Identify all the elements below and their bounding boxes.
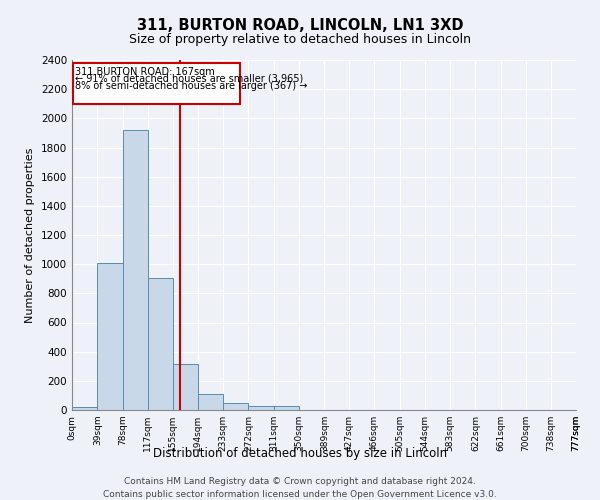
Bar: [274, 406, 299, 410]
Bar: [223, 402, 248, 410]
Bar: [97, 262, 122, 410]
Text: Size of property relative to detached houses in Lincoln: Size of property relative to detached ho…: [129, 32, 471, 46]
Bar: [72, 408, 97, 410]
Text: Contains public sector information licensed under the Open Government Licence v3: Contains public sector information licen…: [103, 490, 497, 499]
Bar: [122, 130, 148, 410]
Bar: [248, 406, 274, 410]
Text: 8% of semi-detached houses are larger (367) →: 8% of semi-detached houses are larger (3…: [75, 81, 308, 91]
Text: 311, BURTON ROAD, LINCOLN, LN1 3XD: 311, BURTON ROAD, LINCOLN, LN1 3XD: [137, 18, 463, 32]
Bar: [148, 278, 173, 410]
Text: ← 91% of detached houses are smaller (3,965): ← 91% of detached houses are smaller (3,…: [75, 74, 304, 84]
Text: Distribution of detached houses by size in Lincoln: Distribution of detached houses by size …: [153, 448, 447, 460]
Text: 311 BURTON ROAD: 167sqm: 311 BURTON ROAD: 167sqm: [75, 66, 215, 76]
Bar: [198, 394, 223, 410]
FancyBboxPatch shape: [73, 63, 240, 104]
Y-axis label: Number of detached properties: Number of detached properties: [25, 148, 35, 322]
Bar: [173, 364, 198, 410]
Text: Contains HM Land Registry data © Crown copyright and database right 2024.: Contains HM Land Registry data © Crown c…: [124, 478, 476, 486]
